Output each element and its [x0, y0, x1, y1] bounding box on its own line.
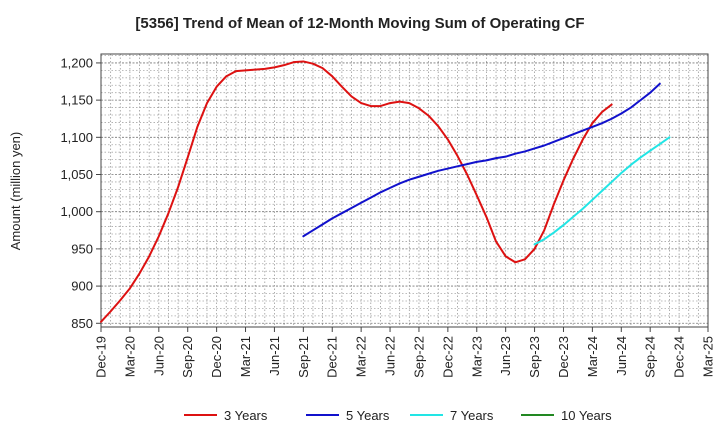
x-tick-label: Sep-22 [411, 336, 426, 378]
y-tick-label: 850 [71, 316, 93, 331]
legend-label: 3 Years [224, 408, 268, 423]
x-tick-label: Jun-23 [498, 336, 513, 376]
x-tick-label: Sep-21 [296, 336, 311, 378]
x-tick-label: Sep-20 [180, 336, 195, 378]
x-tick-label: Jun-20 [151, 336, 166, 376]
series-lines [100, 60, 671, 323]
x-tick-label: Jun-21 [267, 336, 282, 376]
x-tick-label: Dec-20 [209, 336, 224, 378]
y-tick-label: 900 [71, 279, 93, 294]
y-tick-label: 950 [71, 241, 93, 256]
x-tick-label: Dec-24 [672, 336, 687, 378]
grid-lines [101, 54, 708, 327]
x-tick-label: Mar-20 [122, 336, 137, 377]
x-tick-label: Dec-23 [556, 336, 571, 378]
legend-label: 7 Years [450, 408, 494, 423]
x-tick-label: Dec-19 [94, 336, 109, 378]
x-tick-label: Mar-21 [238, 336, 253, 377]
x-tick-label: Sep-23 [527, 336, 542, 378]
x-tick-label: Mar-25 [701, 336, 716, 377]
y-tick-label: 1,100 [60, 130, 93, 145]
x-tick-label: Jun-22 [383, 336, 398, 376]
y-axis-label: Amount (million yen) [8, 132, 23, 251]
x-tick-label: Dec-21 [325, 336, 340, 378]
x-tick-label: Dec-22 [440, 336, 455, 378]
y-tick-label: 1,150 [60, 93, 93, 108]
x-tick-label: Mar-23 [469, 336, 484, 377]
plot-frame [100, 53, 709, 328]
x-tick-label: Sep-24 [643, 336, 658, 378]
series-line-7-years [533, 136, 671, 246]
x-tick-label: Mar-24 [585, 336, 600, 377]
series-line-5-years [302, 82, 661, 238]
x-tick-label: Jun-24 [614, 336, 629, 376]
legend-label: 5 Years [346, 408, 390, 423]
y-tick-label: 1,200 [60, 55, 93, 70]
series-line-3-years [100, 60, 613, 323]
legend-label: 10 Years [561, 408, 612, 423]
legend: 3 Years 5 Years 7 Years 10 Years [184, 408, 612, 423]
chart-title: [5356] Trend of Mean of 12-Month Moving … [135, 15, 584, 32]
x-tick-label: Mar-22 [354, 336, 369, 377]
y-tick-label: 1,000 [60, 204, 93, 219]
y-tick-label: 1,050 [60, 167, 93, 182]
axes: 850 900 950 1,000 1,050 1,100 1,150 1,200 Dec-19… [60, 53, 716, 378]
